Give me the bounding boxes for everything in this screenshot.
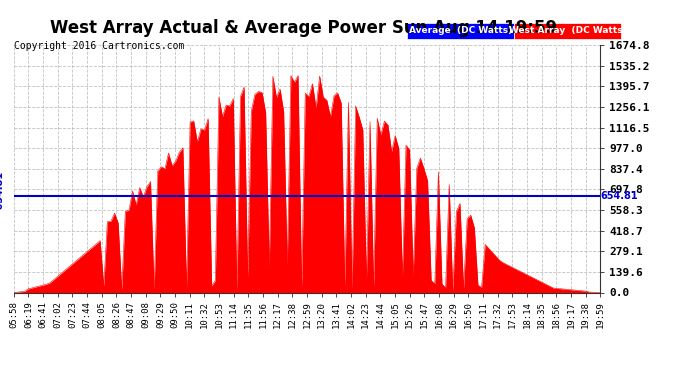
Text: West Array  (DC Watts): West Array (DC Watts) (509, 26, 627, 36)
Text: 654.81: 654.81 (600, 191, 638, 201)
Text: Average  (DC Watts): Average (DC Watts) (409, 26, 512, 36)
Text: West Array Actual & Average Power Sun Aug 14 19:59: West Array Actual & Average Power Sun Au… (50, 19, 557, 37)
Text: Copyright 2016 Cartronics.com: Copyright 2016 Cartronics.com (14, 41, 184, 51)
Text: • 654.81: • 654.81 (0, 172, 5, 219)
